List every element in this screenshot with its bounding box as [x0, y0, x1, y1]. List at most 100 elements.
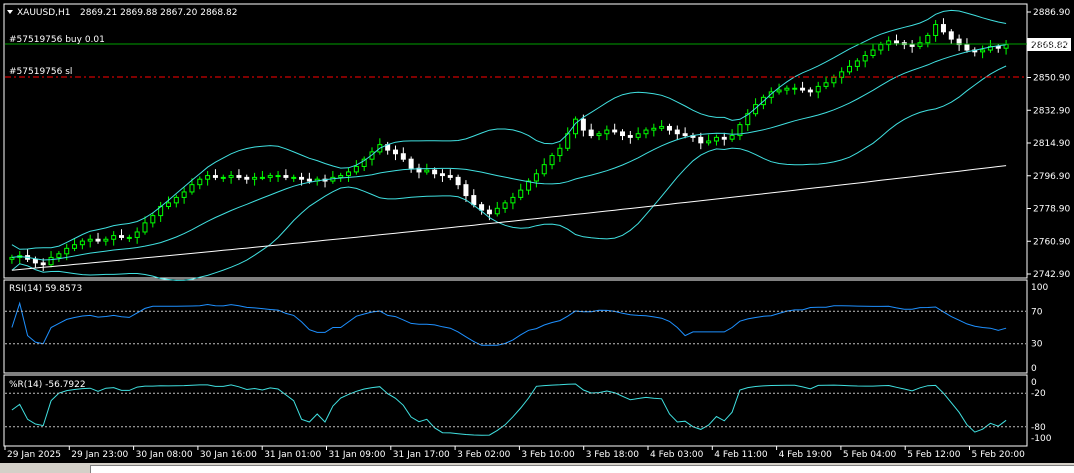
price-tick-label: 2760.90: [1033, 237, 1070, 247]
dropdown-triangle-icon[interactable]: [7, 10, 13, 14]
bull-candle: [338, 175, 344, 178]
bull-candle: [784, 87, 790, 91]
bull-candle: [424, 169, 430, 173]
bull-candle: [713, 136, 719, 142]
bull-candle: [815, 85, 821, 93]
bear-candle: [807, 89, 813, 93]
wpr-tick-label: 0: [1031, 378, 1037, 388]
time-tick-label: 3 Feb 10:00: [521, 450, 575, 460]
bull-candle: [870, 49, 876, 56]
rsi-line: [11, 301, 1007, 346]
time-tick-label: 31 Jan 17:00: [393, 450, 450, 460]
bollinger-upper-line: [11, 9, 1007, 250]
bull-candle: [925, 34, 931, 44]
williams-r-line: [11, 383, 1007, 436]
price-panel-frame: [3, 3, 1028, 279]
bull-candle: [275, 175, 281, 178]
bull-candle: [573, 118, 579, 135]
rsi-tick-label: 30: [1031, 340, 1043, 350]
wpr-panel-frame: [3, 374, 1028, 447]
bear-candle: [909, 44, 915, 47]
bull-candle: [635, 133, 641, 138]
bull-candle: [205, 175, 211, 180]
bear-candle: [400, 153, 406, 160]
time-tick-label: 30 Jan 08:00: [136, 450, 193, 460]
bear-candle: [40, 262, 46, 266]
bull-candle: [745, 113, 751, 126]
bull-candle: [353, 165, 359, 173]
wpr-tick-label: -80: [1031, 423, 1046, 433]
bear-candle: [682, 133, 688, 137]
bear-candle: [698, 136, 704, 144]
chart-tab-area[interactable]: [90, 465, 1074, 473]
axis-labels: 2886.90 2868.90 2850.90 2832.90 2814.90 2796.…: [4, 8, 1070, 460]
bull-candle: [87, 238, 93, 242]
bull-candle: [252, 176, 258, 180]
time-tick-label: 30 Jan 16:00: [200, 450, 257, 460]
bear-candle: [455, 176, 461, 186]
sl-order-label: #57519756 sl: [9, 67, 72, 77]
bull-candle: [987, 45, 993, 51]
candlestick-series: [9, 18, 1009, 272]
bull-candle: [502, 202, 508, 209]
bull-candle: [526, 180, 532, 191]
bull-candle: [533, 173, 539, 182]
bull-candle: [103, 238, 109, 242]
bull-candle: [541, 164, 547, 175]
bear-candle: [236, 175, 242, 178]
bull-candle: [1003, 44, 1009, 49]
time-tick-label: 29 Jan 2025: [7, 450, 61, 460]
bull-candle: [549, 155, 555, 166]
bull-candle: [181, 191, 187, 198]
price-tick-label: 2742.90: [1033, 270, 1070, 280]
bear-candle: [721, 136, 727, 140]
bull-candle: [72, 244, 78, 249]
bull-candle: [518, 189, 524, 198]
time-tick-label: 3 Feb 02:00: [457, 450, 511, 460]
bear-candle: [212, 175, 218, 178]
bull-candle: [189, 184, 195, 193]
bear-candle: [486, 209, 492, 215]
bull-candle: [596, 133, 602, 137]
time-tick-label: 4 Feb 11:00: [714, 450, 768, 460]
bear-candle: [893, 40, 899, 44]
bull-candle: [878, 44, 884, 51]
bull-candle: [142, 222, 148, 233]
bear-candle: [439, 173, 445, 177]
wpr-tick-label: -100: [1031, 434, 1052, 444]
bear-candle: [964, 44, 970, 51]
bull-candle: [557, 147, 563, 157]
bear-candle: [612, 129, 618, 133]
price-tick-label: 2778.90: [1033, 205, 1070, 215]
bull-candle: [886, 40, 892, 46]
bull-candle: [267, 175, 273, 178]
current-price-tag: [1027, 38, 1071, 51]
indicator-lines: [11, 9, 1007, 436]
time-tick-label: 31 Jan 09:00: [329, 450, 386, 460]
bull-candle: [839, 71, 845, 78]
bull-candle: [291, 176, 297, 179]
bull-candle: [259, 176, 265, 179]
time-tick-label: 5 Feb 20:00: [972, 450, 1026, 460]
bull-candle: [847, 65, 853, 73]
bull-candle: [854, 60, 860, 67]
bull-candle: [980, 49, 986, 53]
bear-candle: [463, 184, 469, 197]
bear-candle: [416, 167, 422, 173]
symbol-timeframe: XAUUSD,H1: [17, 8, 71, 18]
time-tick-label: 31 Jan 01:00: [264, 450, 321, 460]
bear-candle: [299, 176, 305, 180]
bear-candle: [283, 175, 289, 178]
bull-candle: [604, 129, 610, 135]
bull-candle: [737, 124, 743, 137]
bull-candle: [369, 151, 375, 160]
wpr-tick-label: -20: [1031, 389, 1046, 399]
bollinger-middle-line: [11, 44, 1007, 261]
current-price-value: 2868.82: [1031, 41, 1068, 51]
bull-candle: [228, 175, 234, 178]
moving-average-line: [11, 165, 1007, 271]
bull-candle: [510, 196, 516, 204]
bull-candle: [197, 178, 203, 186]
bull-candle: [134, 231, 140, 238]
